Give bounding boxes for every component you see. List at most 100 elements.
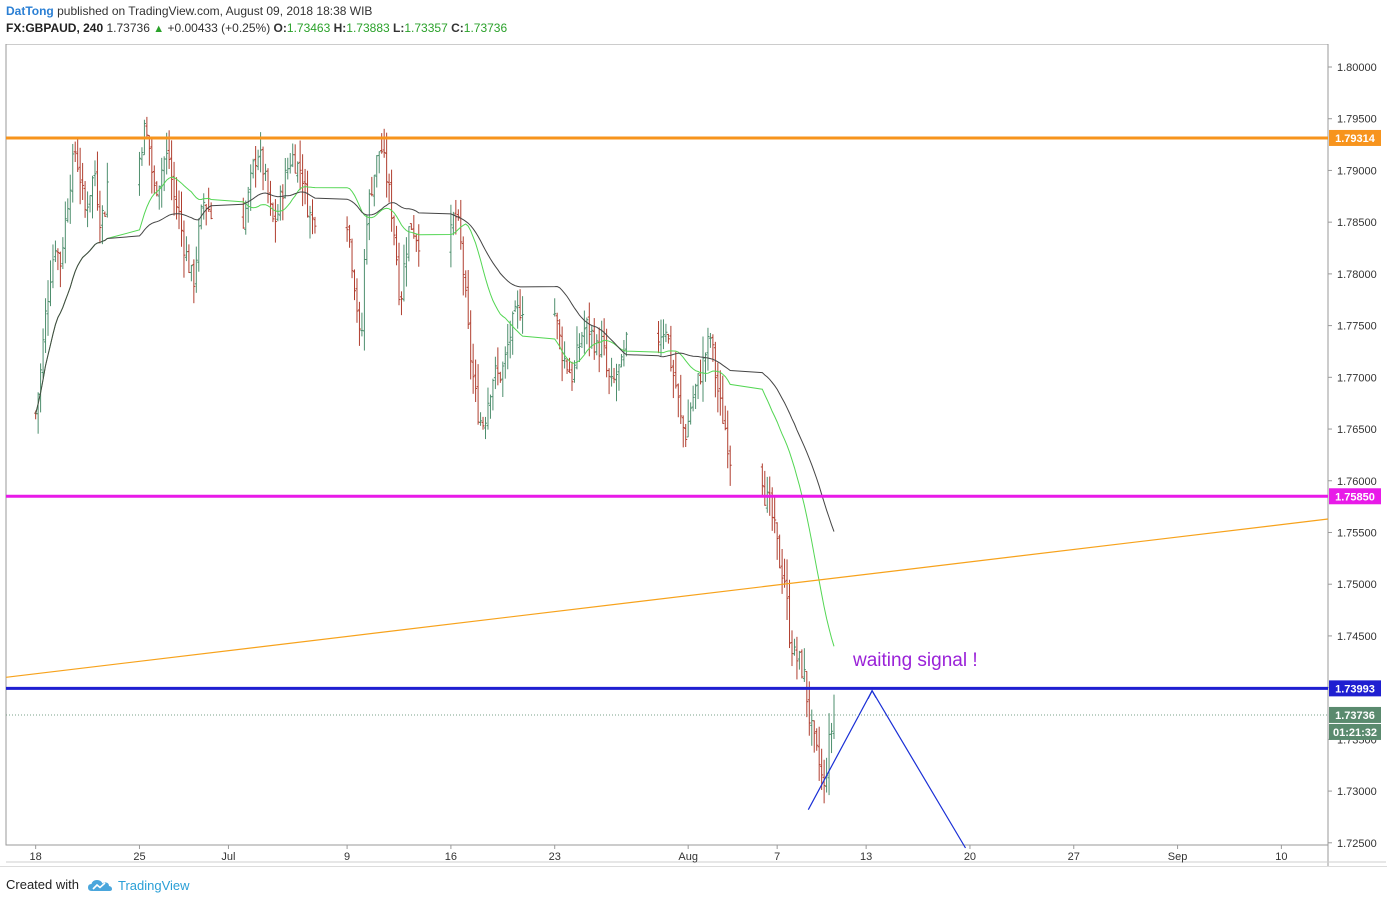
ohlc-bar [577, 333, 581, 363]
ohlc-bar [479, 412, 483, 426]
ohlc-bar [310, 199, 314, 235]
ohlc-bar [760, 463, 764, 498]
ohlc-bar [516, 290, 520, 329]
ohlc-bar [365, 215, 369, 265]
y-tick-label: 1.75500 [1337, 527, 1377, 539]
ohlc-bar [802, 648, 806, 682]
ohlc-bar [800, 649, 804, 679]
created-with-text: Created with [6, 877, 79, 892]
publish-info: published on TradingView.com, August 09,… [57, 4, 373, 18]
ohlc-bar [595, 334, 599, 356]
ohlc-bar [610, 357, 614, 387]
entry-price-tag-bg [1329, 680, 1381, 697]
up-arrow-icon: ▲ [153, 23, 165, 35]
ohlc-bar [145, 116, 149, 138]
ohlc-bar [348, 224, 352, 248]
ohlc-bar [170, 140, 174, 201]
ohlc-bar [283, 157, 287, 199]
x-tick-label: 25 [133, 851, 145, 863]
ohlc-bar [182, 220, 186, 278]
ohlc-bar [657, 320, 661, 354]
ohlc-bar [140, 147, 144, 166]
tradingview-logo[interactable]: TradingView [88, 876, 190, 894]
high-label: H: [333, 21, 347, 35]
ohlc-bar [701, 336, 705, 402]
ohlc-bar [666, 333, 670, 344]
x-tick-label: 23 [549, 851, 561, 863]
ohlc-bar [288, 153, 292, 174]
ohlc-bar [36, 392, 40, 434]
plot-area[interactable] [5, 44, 1329, 846]
author-name[interactable]: DatTong [6, 4, 54, 18]
ohlc-bar [694, 383, 698, 409]
ohlc-bar [273, 199, 277, 243]
time-axis: 18 25 Jul 9 16 23 Aug 7 13 20 27 Sep 10 [30, 845, 1288, 863]
open-label: O: [273, 21, 287, 35]
ohlc-bar [147, 135, 151, 166]
ohlc-bar [780, 548, 784, 594]
ohlc-bars [34, 116, 836, 804]
ohlc-bar [313, 216, 317, 234]
brand-name: TradingView [118, 877, 190, 893]
x-tick-label: Sep [1168, 851, 1188, 863]
ohlc-bar [553, 298, 557, 317]
ohlc-bar [68, 174, 72, 224]
ohlc-bar [471, 343, 475, 394]
ohlc-bar [137, 151, 141, 196]
ohlc-bar [511, 311, 515, 355]
ohlc-bar [815, 728, 819, 751]
ohlc-bar [71, 143, 75, 203]
ohlc-bar [152, 165, 156, 194]
ohlc-bar [172, 161, 176, 216]
x-tick-label: 16 [445, 851, 457, 863]
ohlc-bar [721, 375, 725, 424]
close-label: C: [451, 21, 464, 35]
open-value: 1.73463 [286, 21, 331, 35]
ohlc-bar [357, 301, 361, 346]
moving-averages [35, 176, 835, 647]
ohlc-bar [812, 720, 816, 753]
ohlc-bar [669, 325, 673, 372]
low-label: L: [393, 21, 405, 35]
ohlc-bar [830, 722, 834, 754]
ohlc-bar [179, 191, 183, 247]
ohlc-bar [276, 204, 280, 222]
y-tick-label: 1.75000 [1337, 579, 1377, 591]
price-chart[interactable]: waiting signal ! 1.800001.795001.790001.… [0, 44, 1387, 866]
ma-slow-line [35, 191, 835, 532]
price-labels: 1.79314 1.75850 1.73993 1.73736 01:21:32 [1329, 129, 1381, 740]
y-tick-label: 1.74500 [1337, 631, 1377, 643]
ohlc-bar [775, 522, 779, 560]
ma-fast-line [35, 176, 835, 647]
support-price-tag: 1.75850 [1335, 491, 1375, 503]
ohlc-bar [568, 357, 572, 374]
ohlc-bar [261, 146, 265, 191]
ohlc-bar [44, 298, 48, 353]
high-value: 1.73883 [346, 21, 390, 35]
ohlc-bar [501, 361, 505, 398]
y-tick-label: 1.78500 [1337, 217, 1377, 229]
ohlc-bar [449, 204, 453, 268]
x-tick-label: 7 [774, 851, 780, 863]
ohlc-bar [241, 197, 245, 229]
cloud-icon [88, 880, 112, 891]
ohlc-bar [615, 363, 619, 402]
ohlc-bar [597, 327, 601, 373]
ohlc-bar [189, 264, 193, 282]
ohlc-bar [271, 202, 275, 223]
ohlc-bar [298, 140, 302, 191]
ohlc-bar [671, 359, 675, 399]
ohlc-bar [103, 211, 107, 217]
ohlc-bar [590, 326, 594, 349]
ohlc-bar [249, 164, 253, 211]
y-tick-label: 1.78000 [1337, 269, 1377, 281]
y-tick-label: 1.76500 [1337, 424, 1377, 436]
ohlc-bar [395, 225, 399, 266]
ohlc-bar [617, 364, 621, 391]
ohlc-bar [570, 361, 574, 391]
ohlc-bar [372, 174, 376, 207]
ohlc-bar [51, 244, 55, 289]
ohlc-bar [713, 341, 717, 398]
ohlc-bar [100, 205, 104, 245]
ohlc-bar [73, 141, 77, 163]
